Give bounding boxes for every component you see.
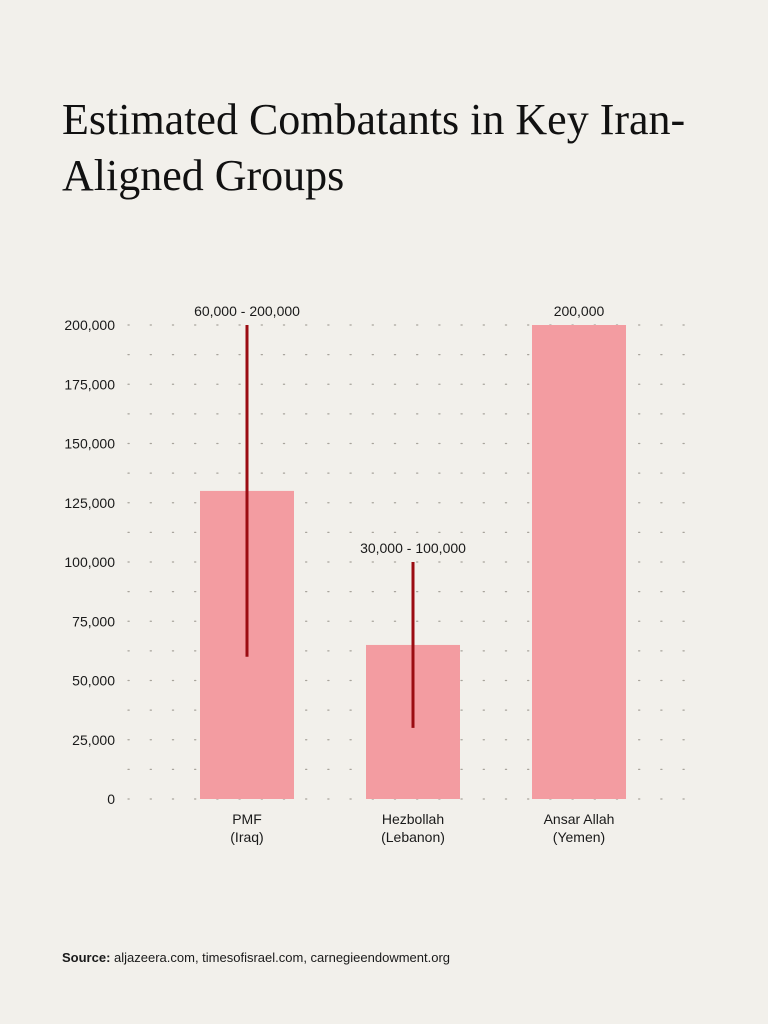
y-axis-tick-labels: 0 25,000 50,000 75,000 100,000 125,000 150,000… [64,317,115,807]
source-note: Source: aljazeera.com, timesofisrael.com… [62,950,450,965]
y-tick-label: 150,000 [64,436,115,452]
value-label: 200,000 [554,303,605,319]
chart-title: Estimated Combatants in Key Iran-Aligned… [62,95,686,200]
x-tick-label: Hezbollah [382,811,444,827]
source-text: aljazeera.com, timesofisrael.com, carneg… [114,950,451,965]
range-label: 30,000 - 100,000 [360,540,466,556]
y-tick-label: 200,000 [64,317,115,333]
y-tick-label: 175,000 [64,376,115,392]
y-tick-label: 25,000 [72,732,115,748]
x-tick-label: (Yemen) [553,829,605,845]
x-axis-tick-labels: PMF (Iraq) Hezbollah (Lebanon) Ansar Allah (Y… [230,811,614,845]
y-tick-label: 125,000 [64,495,115,511]
x-tick-label: (Lebanon) [381,829,445,845]
x-tick-label: (Iraq) [230,829,263,845]
y-tick-label: 75,000 [72,613,115,629]
y-tick-label: 100,000 [64,554,115,570]
range-lines [245,325,415,728]
x-tick-label: PMF [232,811,262,827]
data-labels: 60,000 - 200,000 30,000 - 100,000 200,000 [194,303,604,556]
y-tick-label: 50,000 [72,673,115,689]
range-label: 60,000 - 200,000 [194,303,300,319]
y-tick-label: 0 [107,791,115,807]
source-label: Source: [62,950,111,965]
bar [532,325,626,799]
x-tick-label: Ansar Allah [544,811,615,827]
